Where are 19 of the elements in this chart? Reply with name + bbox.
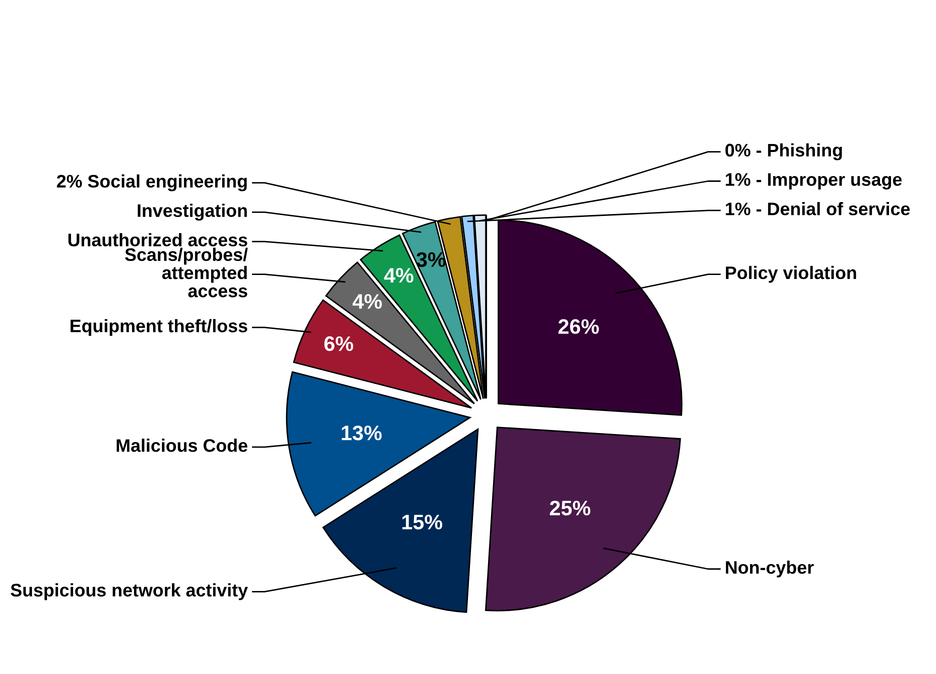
data-label: 26%: [558, 319, 599, 334]
slice-label: Scans/probes/ attempted access: [125, 248, 248, 298]
slice-label: Investigation: [138, 204, 247, 221]
data-label: 4%: [384, 268, 414, 283]
data-label: 6%: [324, 336, 354, 352]
text: 0% - Phishing: [725, 143, 842, 160]
slice-label: 1% - Denial of service: [726, 202, 910, 216]
slice-label: Equipment theft/loss: [70, 319, 248, 336]
slice-label: Malicious Code: [116, 438, 248, 452]
slice-label: 1% - Improper usage: [726, 173, 902, 190]
slice-label: Policy violation: [726, 266, 856, 283]
slice-label: Non-cyber: [726, 560, 814, 578]
data-label: 4%: [352, 294, 382, 309]
data-label: 25%: [550, 500, 590, 516]
data-label: 13%: [342, 426, 382, 440]
slice-label: Suspicious network activity: [10, 583, 248, 600]
slice-label: Unauthorized access: [68, 233, 248, 246]
slice-label: 2% Social engineering: [56, 174, 247, 192]
data-label: 15%: [402, 514, 442, 530]
